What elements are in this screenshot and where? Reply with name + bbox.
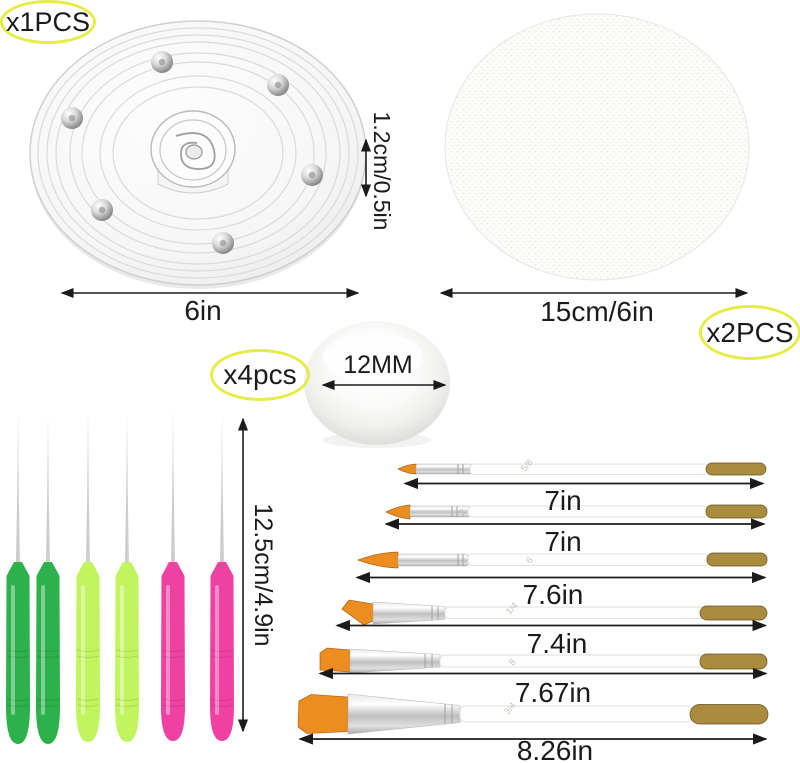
paint-brushes-photo: 5/8 2 6 1/4: [297, 457, 769, 735]
paint-brush: 3/4: [297, 693, 769, 735]
needle-tools-photo: [6, 407, 234, 744]
mesh-mat-photo: [444, 13, 750, 281]
paint-brush: 8: [319, 647, 768, 674]
needle-length-label: 12.5cm/4.9in: [249, 503, 277, 647]
brush-1-size-label: 7in: [544, 485, 582, 516]
turntable-diameter-label: 6in: [184, 295, 222, 326]
needle-tool: [210, 412, 234, 741]
needle-count-badge: x4pcs: [210, 349, 310, 401]
turntable-hub: [150, 110, 236, 194]
needle-tool: [36, 413, 60, 744]
cup-diameter-label: 12MM: [343, 351, 413, 379]
paint-brush: 1/4: [341, 599, 768, 626]
paint-brush: 2: [385, 504, 768, 520]
needle-tool: [115, 411, 139, 742]
ball-bearings: [61, 51, 323, 254]
brush-handle-mark: 8: [507, 657, 518, 667]
brush-handle-mark: 2: [457, 507, 468, 517]
brush-6-size-label: 8.26in: [516, 735, 594, 763]
paint-brush: 5/8: [397, 457, 767, 476]
brush-3-size-label: 7.6in: [522, 579, 584, 610]
paint-brush: 6: [356, 551, 768, 569]
turntable-count-text: x1PCS: [5, 6, 91, 37]
turntable-photo: [29, 20, 367, 289]
needle-tool: [6, 409, 30, 744]
brush-4-size-label: 7.4in: [526, 628, 588, 659]
brush-handle-mark: 6: [524, 555, 535, 565]
needle-tool: [161, 408, 185, 741]
mat-count-badge: x2PCS: [699, 305, 800, 360]
brush-5-size-label: 7.67in: [514, 677, 592, 708]
needle-count-text: x4pcs: [223, 359, 297, 390]
mat-count-text: x2PCS: [706, 316, 794, 348]
mat-diameter-label: 15cm/6in: [540, 296, 654, 327]
needle-tool: [76, 407, 100, 742]
dimension-arrows: [60, 138, 768, 745]
brush-2-size-label: 7in: [544, 526, 582, 557]
turntable-height-label: 1.2cm/0.5in: [369, 111, 395, 231]
turntable-count-badge: x1PCS: [0, 0, 96, 44]
